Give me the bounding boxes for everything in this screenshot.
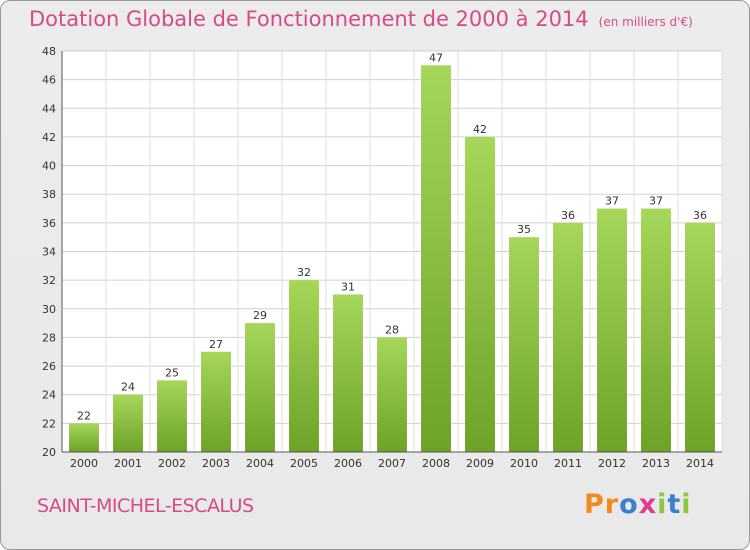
bar-2003	[201, 351, 231, 452]
bar-2002	[157, 380, 187, 452]
logo-letter: r	[604, 489, 620, 520]
data-label: 47	[429, 51, 443, 64]
y-tick-label: 38	[42, 188, 56, 201]
x-tick-label: 2002	[158, 457, 186, 470]
x-tick-label: 2010	[510, 457, 538, 470]
data-label: 37	[649, 195, 663, 208]
bar-2000	[69, 423, 99, 452]
data-label: 35	[517, 223, 531, 236]
x-tick-label: 2011	[554, 457, 582, 470]
y-tick-label: 26	[42, 360, 56, 373]
x-tick-label: 2000	[70, 457, 98, 470]
logo-letter: P	[584, 489, 605, 520]
data-label: 27	[209, 338, 223, 351]
x-tick-label: 2005	[290, 457, 318, 470]
x-tick-label: 2012	[598, 457, 626, 470]
y-tick-label: 28	[42, 331, 56, 344]
logo-letter: i	[657, 489, 668, 520]
data-label: 36	[561, 209, 575, 222]
x-tick-label: 2014	[686, 457, 714, 470]
bar-2007	[377, 337, 407, 452]
x-tick-label: 2003	[202, 457, 230, 470]
y-tick-label: 36	[42, 217, 56, 230]
data-label: 24	[121, 381, 135, 394]
data-label: 29	[253, 309, 267, 322]
y-tick-label: 32	[42, 274, 56, 287]
y-tick-label: 42	[42, 131, 56, 144]
data-label: 36	[693, 209, 707, 222]
chart-title: Dotation Globale de Fonctionnement de 20…	[29, 7, 693, 31]
data-label: 32	[297, 266, 311, 279]
y-tick-label: 24	[42, 389, 56, 402]
x-tick-label: 2006	[334, 457, 362, 470]
x-tick-label: 2001	[114, 457, 142, 470]
data-label: 25	[165, 366, 179, 379]
chart-unit: (en milliers d'€)	[598, 15, 693, 29]
y-tick-label: 46	[42, 74, 56, 87]
x-tick-label: 2007	[378, 457, 406, 470]
proxiti-logo: Proxiti	[584, 489, 692, 520]
x-tick-label: 2004	[246, 457, 274, 470]
bar-2004	[245, 323, 275, 452]
bar-2012	[597, 208, 627, 452]
bar-2006	[333, 294, 363, 452]
y-tick-label: 44	[42, 102, 56, 115]
y-tick-label: 34	[42, 246, 56, 259]
bar-2001	[113, 394, 143, 452]
x-tick-label: 2008	[422, 457, 450, 470]
x-tick-label: 2013	[642, 457, 670, 470]
x-tick-label: 2009	[466, 457, 494, 470]
bar-2009	[465, 136, 495, 452]
data-label: 37	[605, 195, 619, 208]
y-tick-label: 48	[42, 45, 56, 58]
y-tick-label: 20	[42, 446, 56, 459]
logo-letter: x	[638, 489, 658, 520]
logo-letter: t	[667, 489, 682, 520]
chart-title-text: Dotation Globale de Fonctionnement de 20…	[29, 7, 589, 31]
logo-letter: i	[681, 489, 692, 520]
bar-2005	[289, 280, 319, 452]
bar-2010	[509, 237, 539, 452]
data-label: 31	[341, 280, 355, 293]
data-label: 22	[77, 409, 91, 422]
bar-2013	[641, 208, 671, 452]
data-label: 28	[385, 323, 399, 336]
bar-2008	[421, 65, 451, 453]
logo-letter: o	[619, 489, 639, 520]
data-label: 42	[473, 123, 487, 136]
commune-name: SAINT-MICHEL-ESCALUS	[37, 495, 254, 517]
bar-2011	[553, 222, 583, 452]
y-tick-label: 22	[42, 417, 56, 430]
bar-2014	[685, 222, 715, 452]
y-tick-label: 30	[42, 303, 56, 316]
y-tick-label: 40	[42, 160, 56, 173]
